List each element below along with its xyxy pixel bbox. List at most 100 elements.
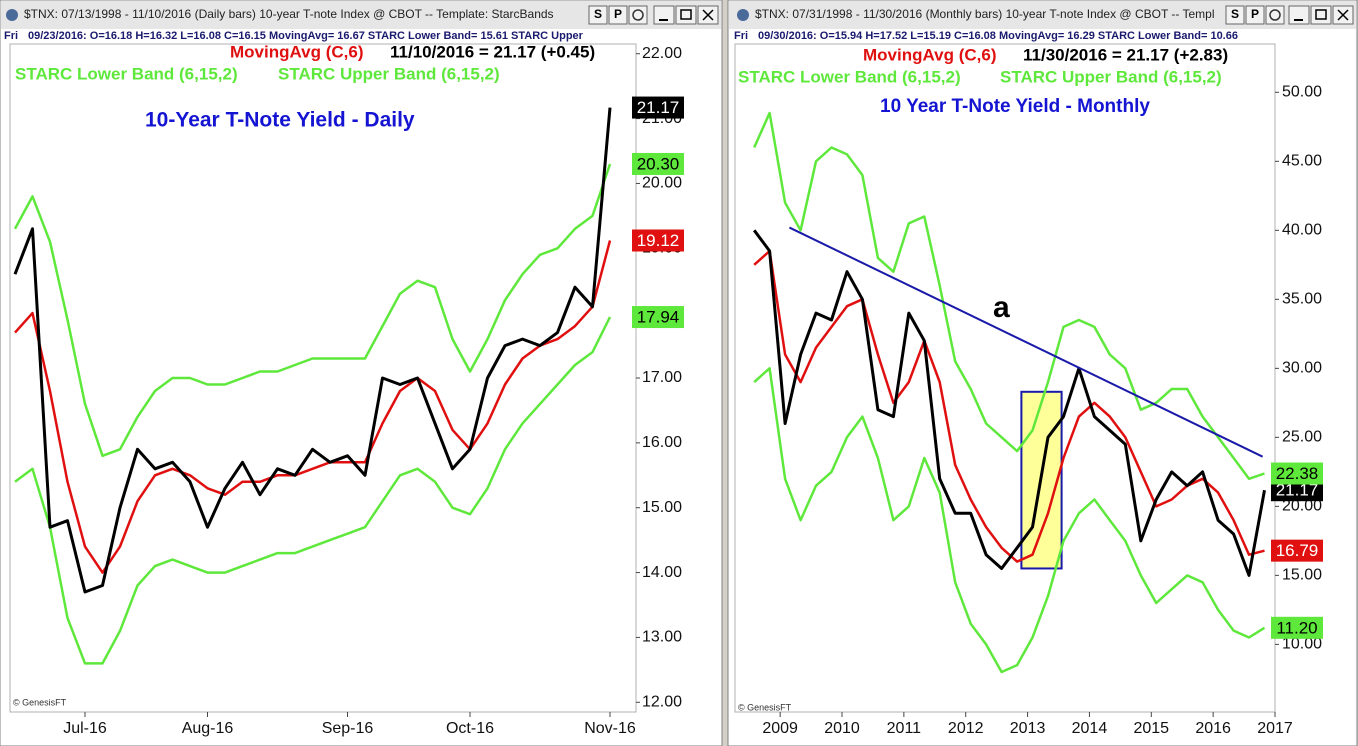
series-line [753, 111, 1265, 481]
y-tick-label: 40.00 [1282, 222, 1322, 239]
overlay: MovingAvg (C,6) 11/30/2016 = 21.17 (+2.8… [738, 45, 1228, 712]
series-line [13, 163, 612, 458]
y-tick-label: 20.00 [642, 175, 682, 192]
price-tag-label: 21.17 [637, 98, 680, 117]
maximize-button[interactable] [1310, 5, 1332, 25]
price-tag [1271, 616, 1323, 639]
price-tag-label: 22.38 [1276, 464, 1319, 483]
monthly-window: $TNX: 07/31/1998 - 11/30/2016 (Monthly b… [727, 0, 1358, 746]
y-tick-label: 15.00 [1282, 567, 1322, 584]
trendline [788, 226, 1264, 458]
button-label[interactable]: S [1231, 7, 1239, 21]
price-tag-label: 17.94 [637, 308, 680, 327]
x-tick-label: Aug-16 [182, 720, 234, 737]
chart-title: 10 Year T-Note Yield - Monthly [880, 96, 1150, 117]
series-line [14, 240, 612, 574]
chart-title: 10-Year T-Note Yield - Daily [145, 109, 415, 132]
series-line [13, 107, 612, 594]
link-icon [632, 9, 644, 21]
price-tag [632, 229, 684, 252]
price-tag [1271, 479, 1323, 502]
x-tick-label: 2012 [948, 720, 984, 737]
window-title: $TNX: 07/13/1998 - 11/10/2016 (Daily bar… [24, 7, 554, 21]
price-tag [632, 306, 684, 329]
x-tick-label: Sep-16 [322, 720, 374, 737]
x-tick-label: 2016 [1195, 720, 1231, 737]
maximize-icon [680, 9, 692, 20]
plot-frame [734, 43, 1276, 713]
maximize-icon [1315, 9, 1327, 20]
x-tick-label: 2010 [824, 720, 860, 737]
daily-window: $TNX: 07/13/1998 - 11/10/2016 (Daily bar… [0, 0, 723, 746]
info-day: Fri [4, 30, 18, 42]
link-button[interactable] [628, 5, 648, 25]
price-tag-label: 11.20 [1276, 618, 1317, 637]
button[interactable] [588, 5, 608, 25]
x-tick-label: Jul-16 [63, 720, 107, 737]
y-tick-label: 12.00 [642, 693, 682, 710]
button[interactable] [608, 5, 628, 25]
info-line: 09/23/2016: O=16.18 H=16.32 L=16.08 C=16… [28, 30, 584, 42]
app-icon [6, 9, 18, 21]
close-icon [702, 9, 714, 21]
legend-ma: MovingAvg (C,6) [863, 45, 996, 64]
x-tick-label: 2009 [762, 720, 798, 737]
credit: © GenesisFT [13, 697, 67, 707]
y-tick-label: 20.00 [1282, 498, 1322, 515]
button-label[interactable]: S [594, 7, 602, 21]
series-line [753, 249, 1265, 563]
button-label[interactable]: P [1251, 7, 1259, 21]
price-tag-label: 21.17 [1276, 481, 1319, 500]
button-label[interactable]: P [614, 7, 622, 21]
legend-upper: STARC Upper Band (6,15,2) [1000, 67, 1222, 86]
price-tag [632, 152, 684, 175]
link-button[interactable] [1265, 5, 1285, 25]
y-tick-label: 17.00 [642, 369, 682, 386]
legend-ma: MovingAvg (C,6) [230, 42, 363, 61]
y-tick-label: 25.00 [1282, 429, 1322, 446]
plots: 12.0013.0014.0015.0016.0017.0018.0019.00… [13, 45, 1323, 737]
y-tick-label: 50.00 [1282, 84, 1322, 101]
minimize-button[interactable] [653, 5, 675, 25]
y-tick-label: 22.00 [642, 45, 682, 62]
link-icon [1269, 9, 1281, 21]
price-tag [1271, 539, 1323, 562]
button[interactable] [1225, 5, 1245, 25]
credit: © GenesisFT [738, 702, 792, 712]
price-tag-label: 20.30 [637, 154, 680, 173]
x-tick-label: 2017 [1257, 720, 1293, 737]
price-tag-label: 19.12 [637, 231, 680, 250]
annotation: a [993, 291, 1010, 324]
window-frame [0, 0, 723, 746]
price-tag [1271, 462, 1323, 485]
app-icon [737, 9, 749, 21]
info-day: Fri [734, 30, 748, 42]
y-tick-label: 45.00 [1282, 153, 1322, 170]
readout: 11/10/2016 = 21.17 (+0.45) [390, 42, 595, 61]
legend-lower: STARC Lower Band (6,15,2) [738, 67, 961, 86]
y-tick-label: 15.00 [642, 499, 682, 516]
series-line [752, 229, 1266, 577]
series-line [14, 316, 612, 665]
y-tick-label: 10.00 [1282, 636, 1322, 653]
close-icon [1337, 9, 1349, 21]
x-tick-label: 2013 [1010, 720, 1046, 737]
maximize-button[interactable] [675, 5, 697, 25]
window-frame [727, 0, 1358, 746]
y-tick-label: 30.00 [1282, 360, 1322, 377]
button[interactable] [1245, 5, 1265, 25]
x-tick-label: 2015 [1133, 720, 1169, 737]
y-tick-label: 35.00 [1282, 291, 1322, 308]
series-line [753, 367, 1266, 674]
y-tick-label: 16.00 [642, 434, 682, 451]
x-tick-label: Oct-16 [446, 720, 494, 737]
minimize-button[interactable] [1288, 5, 1310, 25]
y-tick-label: 13.00 [642, 629, 682, 646]
x-tick-label: 2014 [1072, 720, 1108, 737]
info-line: 09/30/2016: O=15.94 H=17.52 L=15.19 C=16… [758, 30, 1238, 42]
price-tag-label: 16.79 [1276, 541, 1319, 560]
price-tag [632, 96, 684, 119]
x-tick-label: 2011 [887, 720, 922, 737]
legend-lower: STARC Lower Band (6,15,2) [15, 64, 238, 83]
